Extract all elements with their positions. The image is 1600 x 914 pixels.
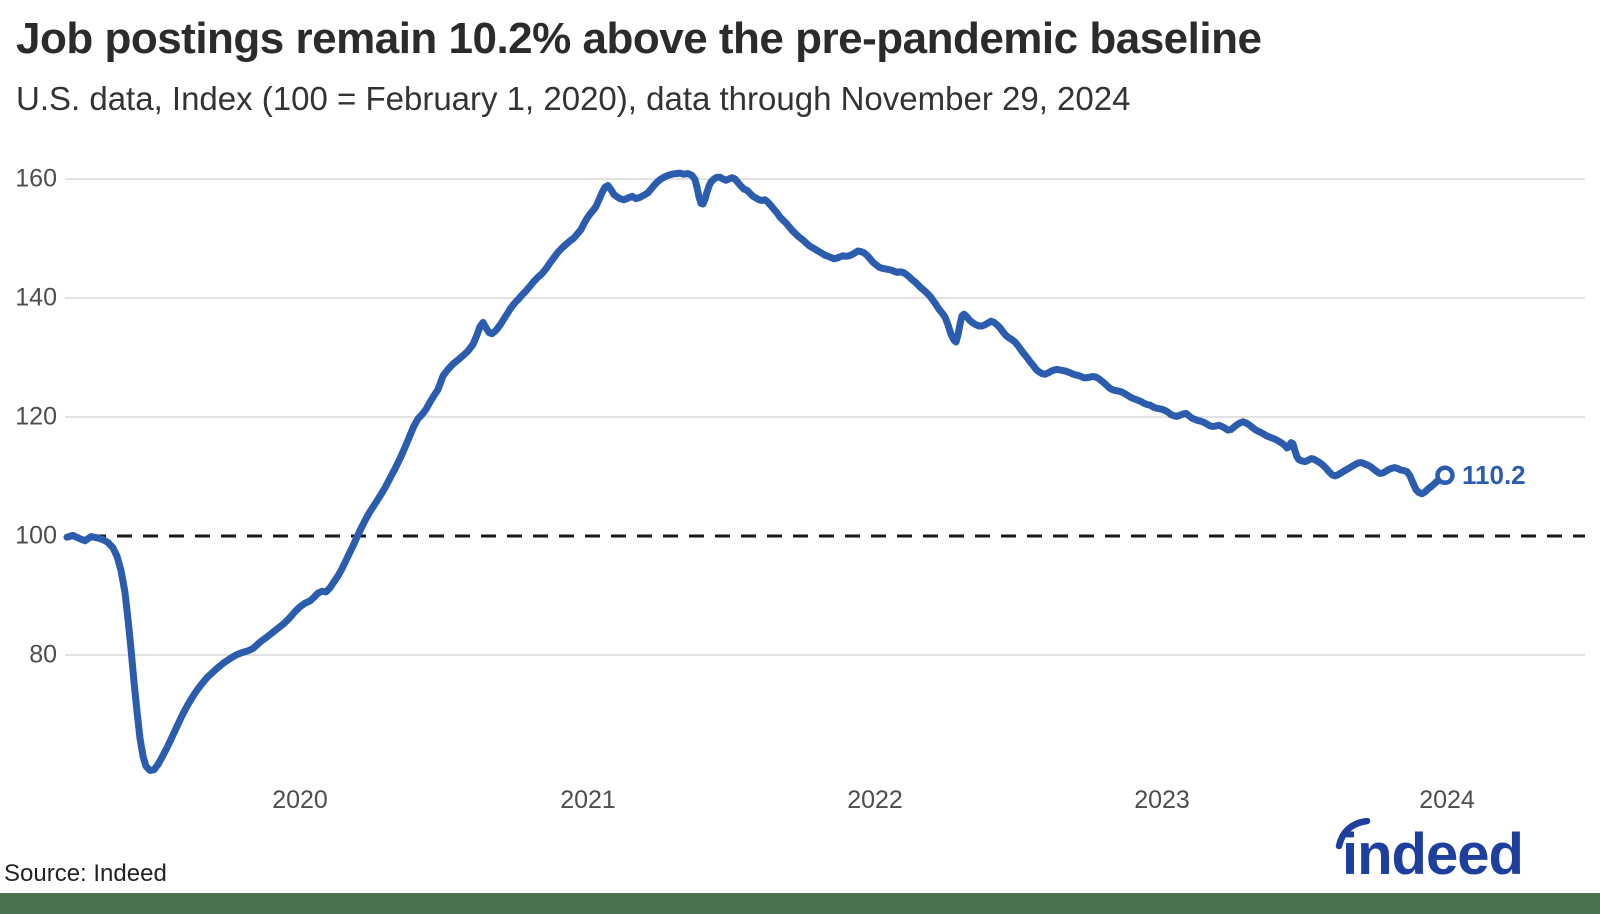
source-text: Source: Indeed xyxy=(4,860,167,887)
chart-title: Job postings remain 10.2% above the pre-… xyxy=(16,14,1262,63)
chart-subtitle: U.S. data, Index (100 = February 1, 2020… xyxy=(16,80,1131,117)
x-tick-label: 2022 xyxy=(847,786,903,814)
logo-wordmark: indeed xyxy=(1342,822,1523,884)
x-tick-label: 2023 xyxy=(1134,786,1190,814)
y-tick-label: 80 xyxy=(29,640,57,669)
end-marker-circle xyxy=(1435,465,1455,486)
y-tick-label: 140 xyxy=(15,283,57,312)
data-line xyxy=(63,169,1449,774)
y-tick-label: 160 xyxy=(15,164,57,193)
end-value-label: 110.2 xyxy=(1462,460,1526,490)
x-tick-label: 2020 xyxy=(272,786,328,814)
footer-bar xyxy=(0,893,1600,914)
y-tick-label: 120 xyxy=(15,402,57,431)
indeed-logo: indeed xyxy=(1335,818,1524,884)
y-tick-label: 100 xyxy=(15,521,57,550)
logo-swoosh-icon xyxy=(1335,818,1371,850)
x-tick-label: 2021 xyxy=(560,786,616,814)
x-tick-label: 2024 xyxy=(1419,786,1475,814)
